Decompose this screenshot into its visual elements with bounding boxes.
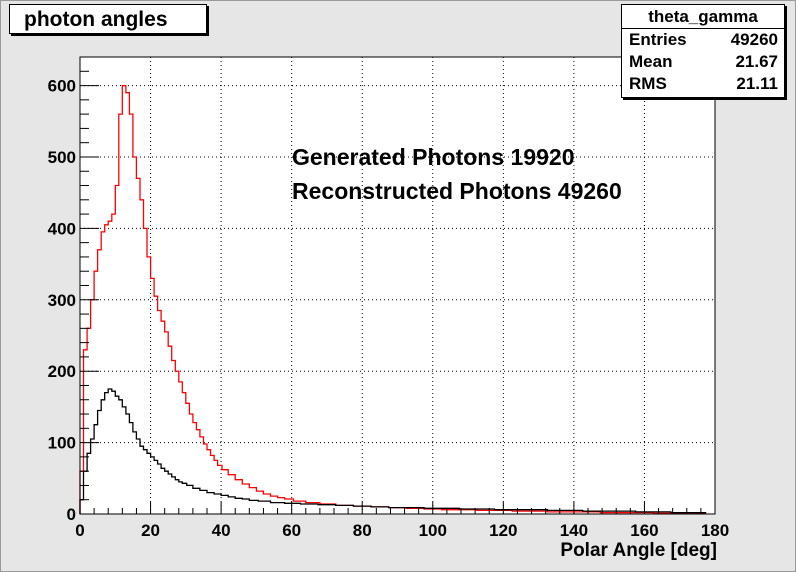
x-tick-label: 180 — [701, 521, 729, 540]
axis-layer: 0 20 40 60 80 100 120 140 160 180 0 100 200 300 400 500… — [48, 70, 729, 540]
stats-value: 21.11 — [736, 74, 778, 93]
y-tick-label: 600 — [48, 77, 76, 96]
stats-row-rms: RMS 21.11 — [622, 73, 784, 95]
x-tick-label: 60 — [282, 521, 301, 540]
y-tick-label: 300 — [48, 291, 76, 310]
annotation-generated: Generated Photons 19920 — [292, 144, 575, 170]
y-tick-label: 400 — [48, 219, 76, 238]
series-reconstructed-line — [79, 84, 707, 514]
x-tick-label: 20 — [141, 521, 160, 540]
y-tick-label: 200 — [48, 362, 76, 381]
x-tick-label: 160 — [630, 521, 658, 540]
chart-title: photon angles — [24, 8, 168, 31]
x-tick-label: 40 — [212, 521, 231, 540]
stats-box: theta_gamma Entries 49260 Mean 21.67 RMS… — [621, 4, 785, 98]
x-axis-label: Polar Angle [deg] — [560, 540, 717, 561]
x-tick-label: 140 — [560, 521, 588, 540]
stats-row-mean: Mean 21.67 — [622, 51, 784, 73]
y-tick-label: 500 — [48, 148, 76, 167]
x-tick-label: 80 — [353, 521, 372, 540]
x-tick-label: 120 — [489, 521, 517, 540]
series-generated-line — [79, 388, 707, 514]
series-layer — [79, 84, 707, 514]
grid-layer — [80, 57, 715, 514]
stats-title: theta_gamma — [622, 5, 784, 29]
stats-label: Mean — [629, 52, 673, 71]
stats-label: RMS — [629, 74, 667, 93]
stats-label: Entries — [629, 30, 687, 49]
chart-title-box: photon angles — [9, 4, 207, 34]
y-tick-label: 0 — [67, 505, 76, 524]
x-tick-label: 100 — [419, 521, 447, 540]
stats-value: 21.67 — [735, 52, 778, 71]
x-tick-label: 0 — [75, 521, 84, 540]
stats-row-entries: Entries 49260 — [622, 29, 784, 51]
stats-value: 49260 — [730, 30, 778, 49]
annotation-reconstructed: Reconstructed Photons 49260 — [292, 178, 622, 204]
plot-frame — [80, 57, 715, 514]
y-tick-label: 100 — [48, 434, 76, 453]
